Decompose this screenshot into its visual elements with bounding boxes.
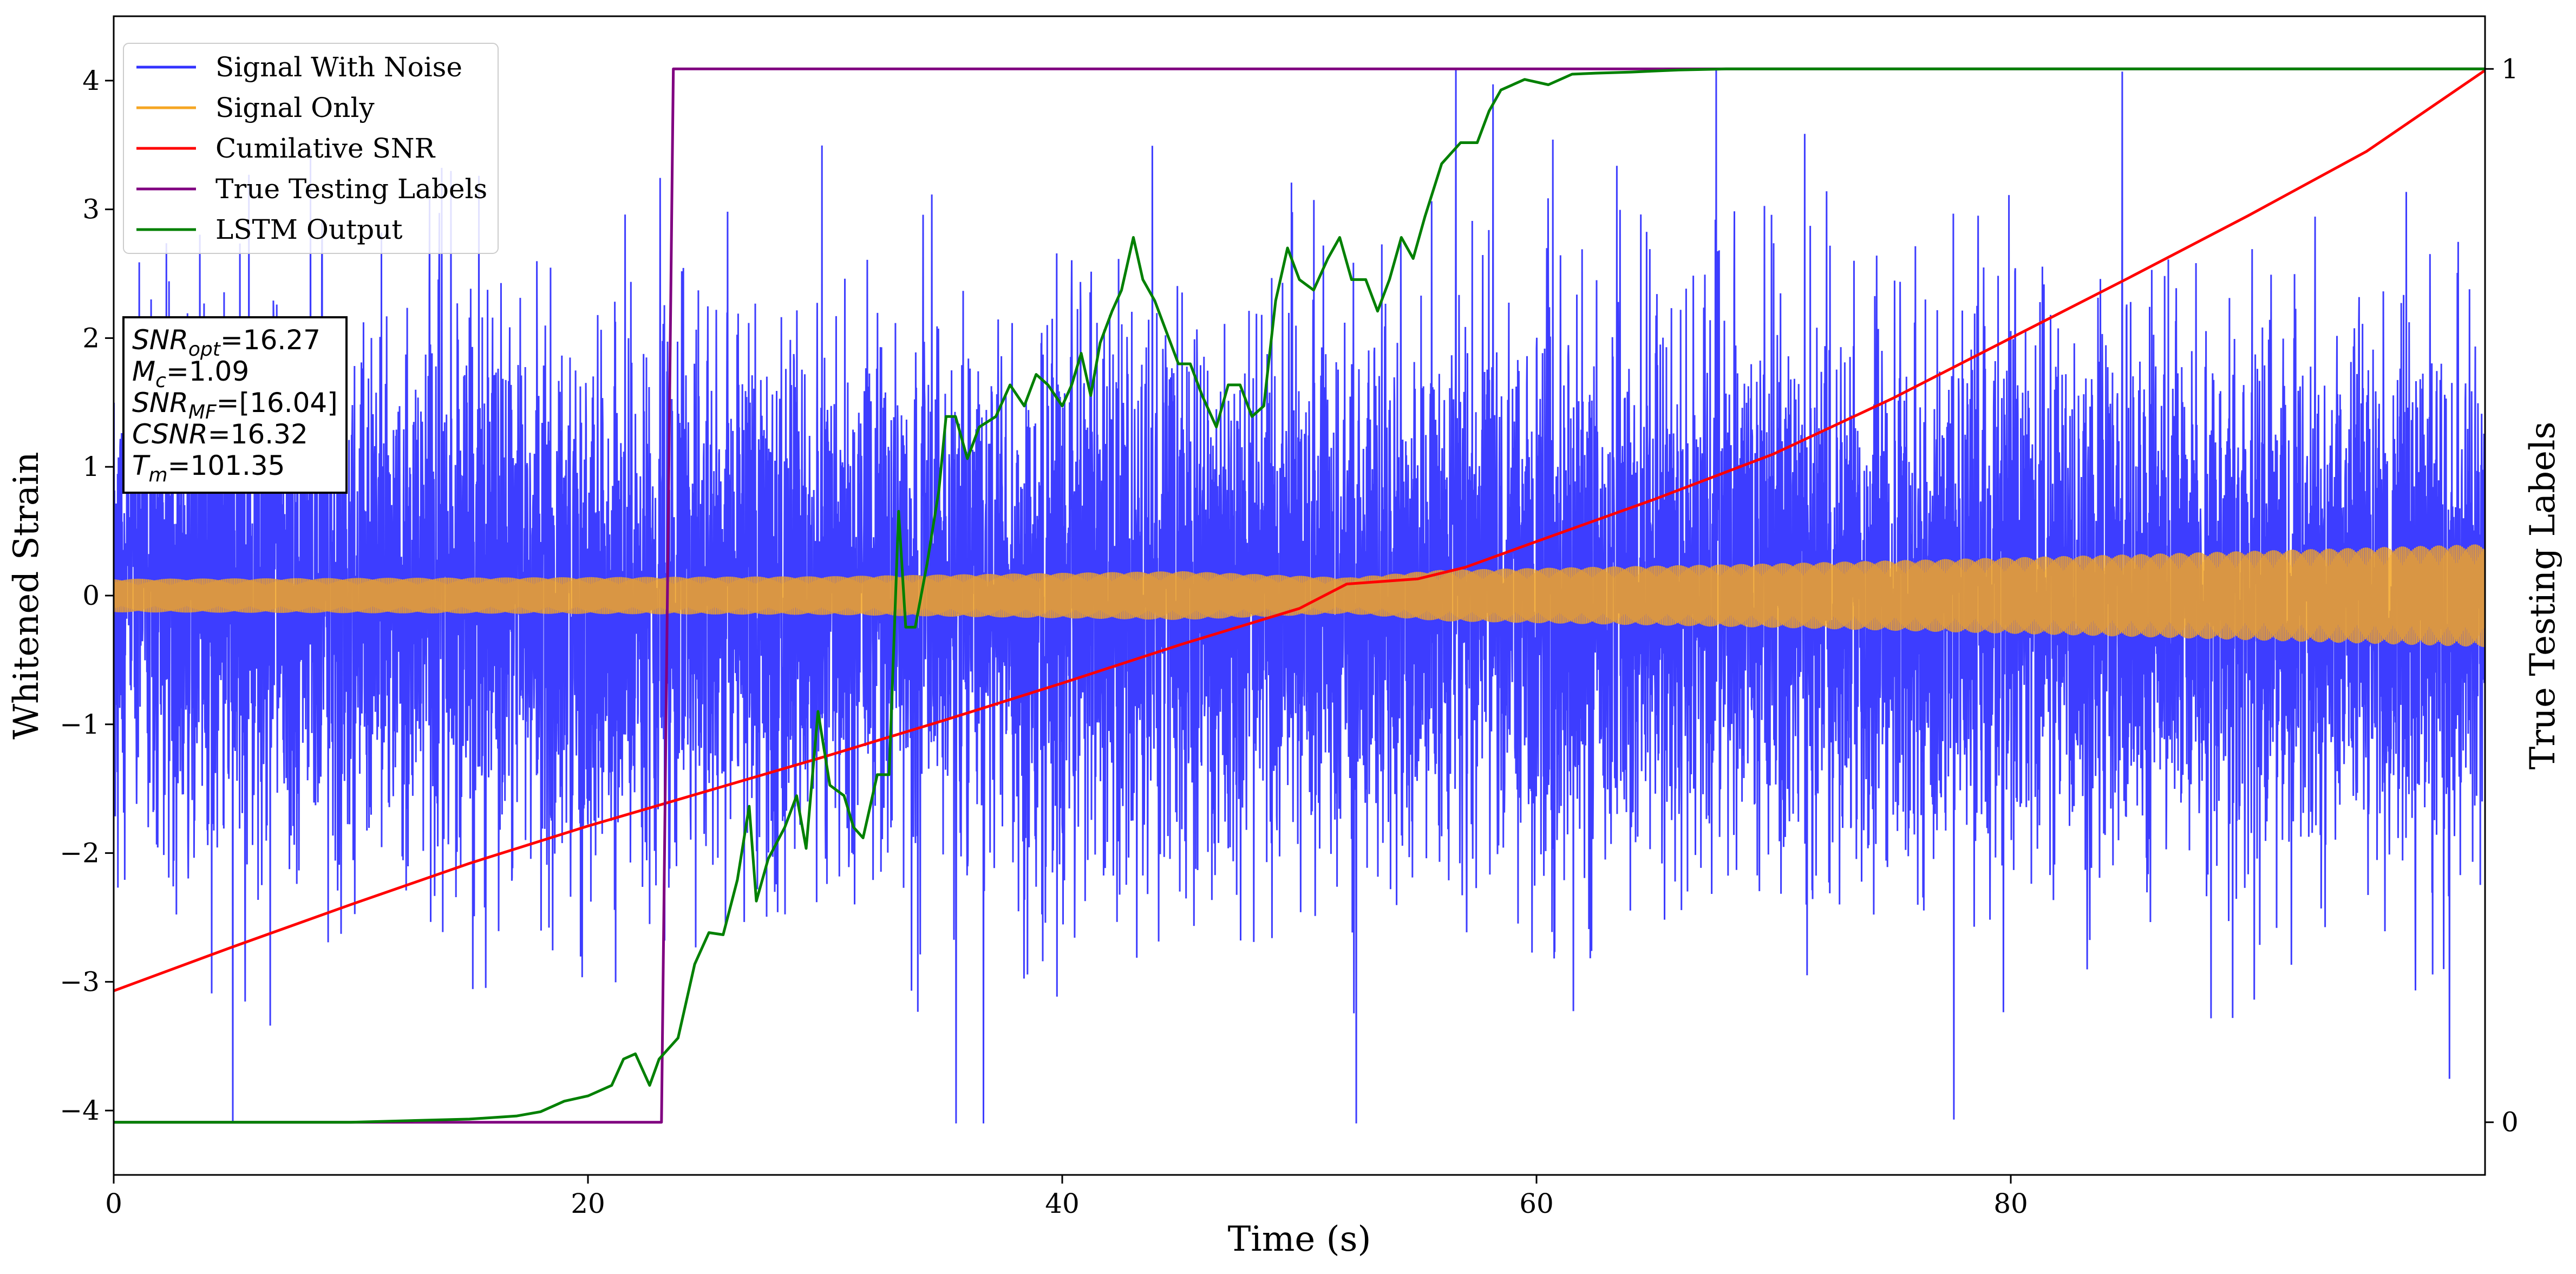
legend-frame [123,43,499,254]
y-tick-label: −4 [60,1095,100,1126]
y2-axis: 01 [2485,53,2519,1138]
y-tick-label: 1 [82,451,100,482]
legend: Signal With Noise Signal Only Cumilative S… [123,43,499,254]
y-tick-label: 4 [82,65,100,96]
series-line-lstm-output [114,67,2485,1124]
legend-label: Signal Only [215,92,375,123]
series-line-signal-only [114,544,2485,648]
x-axis-title: Time (s) [1228,1219,1371,1259]
info-box: SNRopt=16.27Mc=1.09SNRMF=[16.04]CSNR=16.… [122,316,348,494]
y-tick-label: −1 [60,709,100,740]
y-tick-label: 2 [82,322,100,354]
x-tick-label: 60 [1519,1188,1554,1219]
plot-area [113,15,2486,1176]
x-tick-label: 40 [1045,1188,1080,1219]
y-axis-title: Whitened Strain [6,452,47,739]
y2-tick-label: 1 [2501,53,2519,84]
y-axis: −4 −3 −2 −1 0 1 2 3 4 [60,65,114,1126]
series-layer [114,67,2485,1124]
info-line: SNRopt=16.27 [132,324,321,361]
x-axis: 0 20 40 60 80 [105,1175,2028,1219]
y2-tick-label: 0 [2501,1107,2519,1138]
info-line: SNRMF=[16.04] [132,387,338,423]
legend-label: Cumilative SNR [215,133,435,164]
y-tick-label: 3 [82,194,100,225]
x-tick-label: 0 [105,1188,122,1219]
legend-label: Signal With Noise [215,51,462,83]
x-tick-label: 20 [571,1188,605,1219]
y2-axis-title: True Testing Labels [2523,422,2563,770]
info-line: Mc=1.09 [132,356,249,392]
legend-label: LSTM Output [215,214,402,245]
info-box-frame [122,316,348,494]
info-line: Tm=101.35 [132,450,285,486]
series-line-cumulative-snr [114,69,2485,992]
y-tick-label: 0 [82,580,100,611]
x-tick-label: 80 [1993,1188,2028,1219]
series-line-signal-with-noise [114,68,2485,1123]
y-tick-label: −3 [60,966,100,997]
y-tick-label: −2 [60,838,100,869]
legend-label: True Testing Labels [215,173,487,205]
info-line: CSNR=16.32 [132,419,308,450]
